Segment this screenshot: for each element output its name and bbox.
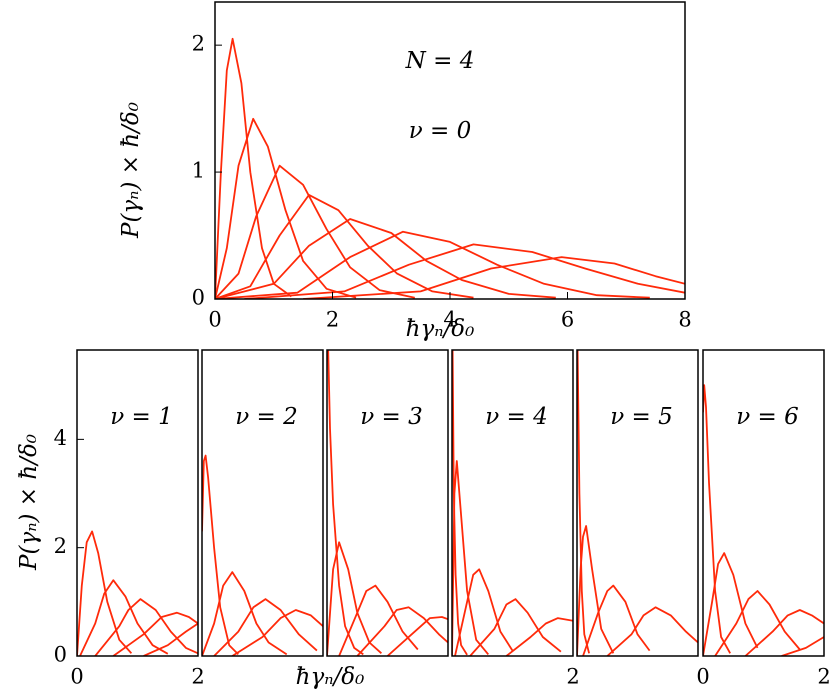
- axes-frame: [201, 349, 324, 657]
- axes-frame: [214, 1, 686, 300]
- curve: [452, 460, 489, 656]
- axes-frame: [451, 349, 574, 657]
- curve: [231, 609, 323, 656]
- y-tick-label: 4: [54, 426, 67, 450]
- annotation: ν = 4: [485, 404, 548, 430]
- curve: [202, 571, 288, 656]
- y-tick-label: 1: [192, 159, 205, 183]
- curve: [327, 350, 364, 656]
- curve: [703, 384, 731, 654]
- curve: [143, 622, 198, 656]
- y-tick-label: 2: [192, 32, 205, 56]
- y-axis-label: P(γₙ) × ħ/δ₀: [118, 102, 144, 239]
- x-tick-label: 0: [208, 308, 221, 332]
- curve: [452, 350, 468, 656]
- curve: [338, 584, 419, 656]
- y-axis-label: P(γₙ) × ħ/δ₀: [16, 434, 42, 571]
- plot-area: [452, 350, 573, 656]
- curve: [505, 617, 573, 656]
- axes-frame: [326, 349, 449, 657]
- curve: [215, 230, 650, 299]
- axes-frame: [576, 349, 699, 657]
- annotation: ν = 6: [736, 404, 799, 430]
- curve: [244, 243, 685, 299]
- curve: [215, 164, 415, 299]
- x-tick-label: 8: [678, 308, 691, 332]
- curve: [79, 579, 169, 656]
- curve: [386, 616, 448, 656]
- plot-area: [327, 350, 448, 656]
- axes-frame: [702, 349, 825, 657]
- curve: [577, 525, 615, 656]
- curve: [77, 530, 133, 656]
- curve: [356, 606, 448, 656]
- curve: [582, 584, 651, 656]
- curve: [606, 606, 698, 656]
- curve: [112, 611, 198, 656]
- axes-frame: [76, 349, 199, 657]
- curve: [703, 552, 759, 656]
- x-axis-label: ħγₙ/δ₀: [406, 316, 475, 342]
- annotation: N = 4: [405, 48, 475, 74]
- y-tick-label: 2: [54, 534, 67, 558]
- x-tick-label: 2: [817, 665, 830, 689]
- x-tick-label: 2: [191, 665, 204, 689]
- curve: [454, 568, 514, 656]
- x-axis-label: ħγₙ/δ₀: [296, 664, 365, 690]
- plot-area: [215, 37, 685, 299]
- x-tick-label: 6: [561, 308, 574, 332]
- plot-area: [202, 454, 323, 656]
- curve: [469, 598, 562, 656]
- curve: [215, 193, 474, 299]
- curve: [215, 37, 292, 299]
- curve: [744, 609, 824, 656]
- curve: [781, 636, 824, 656]
- curve: [577, 350, 590, 654]
- x-tick-label: 2: [326, 308, 339, 332]
- curve: [215, 117, 357, 299]
- curve: [213, 598, 318, 656]
- x-tick-label: 0: [70, 665, 83, 689]
- curve: [202, 454, 239, 656]
- plot-area: [577, 350, 698, 656]
- curve: [215, 218, 556, 299]
- x-tick-label: 2: [566, 665, 579, 689]
- curve: [303, 256, 685, 299]
- y-tick-label: 0: [192, 286, 205, 310]
- annotation: ν = 2: [235, 404, 298, 430]
- curve: [94, 598, 198, 656]
- x-tick-label: 4: [443, 308, 456, 332]
- plot-area: [77, 530, 198, 656]
- annotation: ν = 0: [409, 118, 472, 144]
- plot-area: [703, 384, 824, 656]
- curve: [714, 590, 801, 656]
- annotation: ν = 1: [110, 404, 173, 430]
- annotation: ν = 3: [360, 404, 423, 430]
- x-tick-label: 0: [696, 665, 709, 689]
- annotation: ν = 5: [610, 404, 673, 430]
- y-tick-label: 0: [54, 643, 67, 667]
